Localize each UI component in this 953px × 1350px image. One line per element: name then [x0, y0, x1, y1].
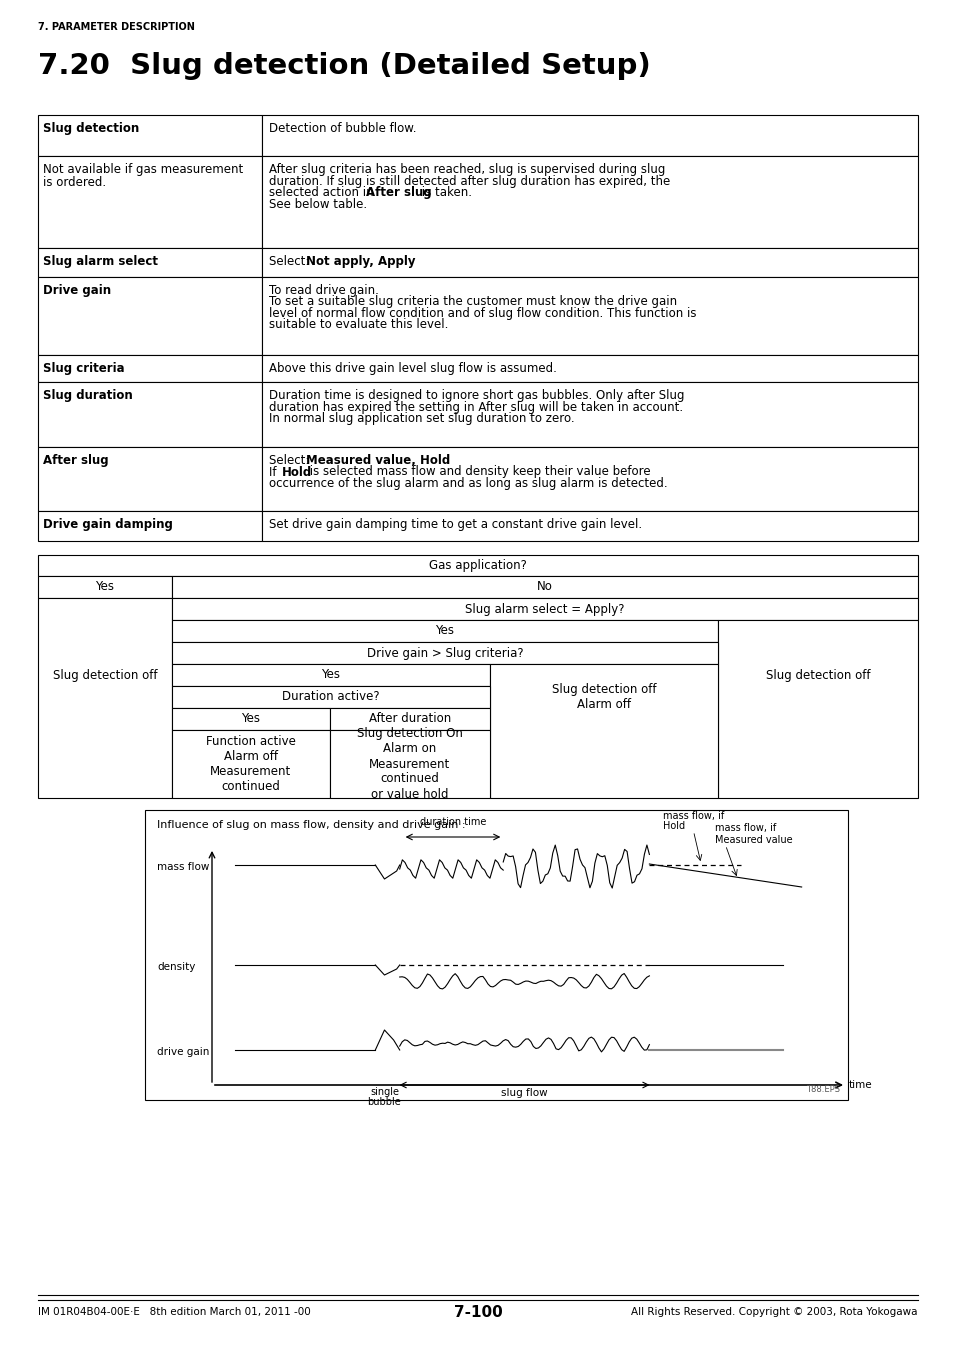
Text: Duration time is designed to ignore short gas bubbles. Only after Slug: Duration time is designed to ignore shor… — [269, 389, 684, 402]
Text: Yes: Yes — [95, 580, 114, 594]
Text: Slug duration: Slug duration — [43, 389, 132, 402]
Bar — [262, 382, 917, 447]
Bar — [145, 810, 847, 1100]
Text: Detection of bubble flow.: Detection of bubble flow. — [269, 122, 416, 135]
Text: Slug detection On
Alarm on
Measurement
continued
or value hold: Slug detection On Alarm on Measurement c… — [356, 728, 462, 801]
Text: duration has expired the setting in After slug will be taken in account.: duration has expired the setting in Afte… — [269, 401, 682, 413]
Text: After slug: After slug — [366, 186, 431, 198]
Bar — [38, 512, 262, 541]
Text: Hold: Hold — [282, 466, 312, 478]
Text: density: density — [157, 963, 195, 972]
Text: level of normal flow condition and of slug flow condition. This function is: level of normal flow condition and of sl… — [269, 306, 696, 320]
Bar — [172, 620, 718, 643]
Bar — [262, 248, 917, 277]
Text: Hold: Hold — [662, 821, 685, 832]
Text: Measured value, Hold: Measured value, Hold — [306, 454, 450, 467]
Text: duration time: duration time — [419, 817, 486, 828]
Text: If: If — [269, 466, 280, 478]
Bar — [38, 248, 262, 277]
Bar — [38, 598, 172, 798]
Text: To set a suitable slug criteria the customer must know the drive gain: To set a suitable slug criteria the cust… — [269, 296, 677, 309]
Text: drive gain: drive gain — [157, 1048, 209, 1057]
Text: duration. If slug is still detected after slug duration has expired, the: duration. If slug is still detected afte… — [269, 174, 670, 188]
Bar — [38, 382, 262, 447]
Text: IM 01R04B04-00E·E   8th edition March 01, 2011 -00: IM 01R04B04-00E·E 8th edition March 01, … — [38, 1307, 311, 1318]
Bar — [718, 620, 917, 798]
Bar — [38, 277, 262, 355]
Bar — [330, 730, 490, 798]
Bar — [172, 664, 490, 686]
Text: In normal slug application set slug duration to zero.: In normal slug application set slug dura… — [269, 412, 574, 425]
Bar — [38, 555, 917, 576]
Text: occurrence of the slug alarm and as long as slug alarm is detected.: occurrence of the slug alarm and as long… — [269, 477, 667, 490]
Text: Set drive gain damping time to get a constant drive gain level.: Set drive gain damping time to get a con… — [269, 518, 641, 531]
Text: Above this drive gain level slug flow is assumed.: Above this drive gain level slug flow is… — [269, 362, 557, 375]
Bar — [172, 576, 917, 598]
Text: time: time — [848, 1080, 872, 1089]
Text: bubble: bubble — [367, 1098, 401, 1107]
Bar — [262, 512, 917, 541]
Bar — [172, 707, 330, 730]
Text: Slug alarm select = Apply?: Slug alarm select = Apply? — [465, 602, 624, 616]
Text: 7.20  Slug detection (Detailed Setup): 7.20 Slug detection (Detailed Setup) — [38, 53, 650, 80]
Text: After slug: After slug — [43, 454, 109, 467]
Text: Slug detection off: Slug detection off — [765, 668, 869, 682]
Text: Slug criteria: Slug criteria — [43, 362, 125, 375]
Bar — [38, 355, 262, 382]
Text: To read drive gain.: To read drive gain. — [269, 284, 378, 297]
Bar — [172, 598, 917, 620]
Bar — [262, 447, 917, 512]
Text: All Rights Reserved. Copyright © 2003, Rota Yokogawa: All Rights Reserved. Copyright © 2003, R… — [631, 1307, 917, 1318]
Text: is taken.: is taken. — [417, 186, 472, 198]
Text: Yes: Yes — [241, 713, 260, 725]
Text: suitable to evaluate this level.: suitable to evaluate this level. — [269, 319, 448, 332]
Text: Drive gain > Slug criteria?: Drive gain > Slug criteria? — [366, 647, 523, 660]
Text: single: single — [370, 1087, 398, 1098]
Bar — [490, 664, 718, 798]
Text: mass flow, if: mass flow, if — [715, 824, 776, 833]
Text: Select:: Select: — [269, 255, 313, 269]
Text: Duration active?: Duration active? — [282, 690, 379, 703]
Text: Select:: Select: — [269, 454, 313, 467]
Text: Yes: Yes — [435, 625, 454, 637]
Text: Influence of slug on mass flow, density and drive gain :: Influence of slug on mass flow, density … — [157, 819, 465, 830]
Text: Slug detection: Slug detection — [43, 122, 139, 135]
Bar — [172, 730, 330, 798]
Text: No: No — [537, 580, 553, 594]
Text: Slug detection off: Slug detection off — [52, 668, 157, 682]
Text: 7. PARAMETER DESCRIPTION: 7. PARAMETER DESCRIPTION — [38, 22, 194, 32]
Text: Drive gain: Drive gain — [43, 284, 111, 297]
Text: slug flow: slug flow — [500, 1088, 547, 1098]
Text: is selected mass flow and density keep their value before: is selected mass flow and density keep t… — [306, 466, 650, 478]
Bar — [262, 115, 917, 157]
Bar — [38, 157, 262, 248]
Text: Function active
Alarm off
Measurement
continued: Function active Alarm off Measurement co… — [206, 734, 295, 792]
Text: is ordered.: is ordered. — [43, 176, 106, 189]
Text: After duration: After duration — [369, 713, 451, 725]
Text: After slug criteria has been reached, slug is supervised during slug: After slug criteria has been reached, sl… — [269, 163, 664, 176]
Bar — [38, 576, 172, 598]
Bar — [330, 707, 490, 730]
Text: mass flow, if: mass flow, if — [662, 811, 724, 821]
Bar — [172, 686, 490, 707]
Bar — [262, 277, 917, 355]
Text: Not available if gas measurement: Not available if gas measurement — [43, 163, 243, 176]
Text: Yes: Yes — [321, 668, 340, 682]
Bar — [262, 157, 917, 248]
Text: 7-100: 7-100 — [453, 1305, 502, 1320]
Bar — [262, 355, 917, 382]
Text: Not apply, Apply: Not apply, Apply — [306, 255, 416, 269]
Text: mass flow: mass flow — [157, 863, 209, 872]
Bar — [38, 447, 262, 512]
Text: Drive gain damping: Drive gain damping — [43, 518, 172, 531]
Text: selected action in: selected action in — [269, 186, 377, 198]
Bar — [172, 643, 718, 664]
Text: T88.EPS: T88.EPS — [805, 1085, 840, 1094]
Text: Measured value: Measured value — [715, 836, 792, 845]
Text: Gas application?: Gas application? — [429, 559, 526, 572]
Text: Slug alarm select: Slug alarm select — [43, 255, 158, 269]
Bar — [38, 115, 262, 157]
Text: See below table.: See below table. — [269, 197, 367, 211]
Text: Slug detection off
Alarm off: Slug detection off Alarm off — [551, 683, 656, 711]
